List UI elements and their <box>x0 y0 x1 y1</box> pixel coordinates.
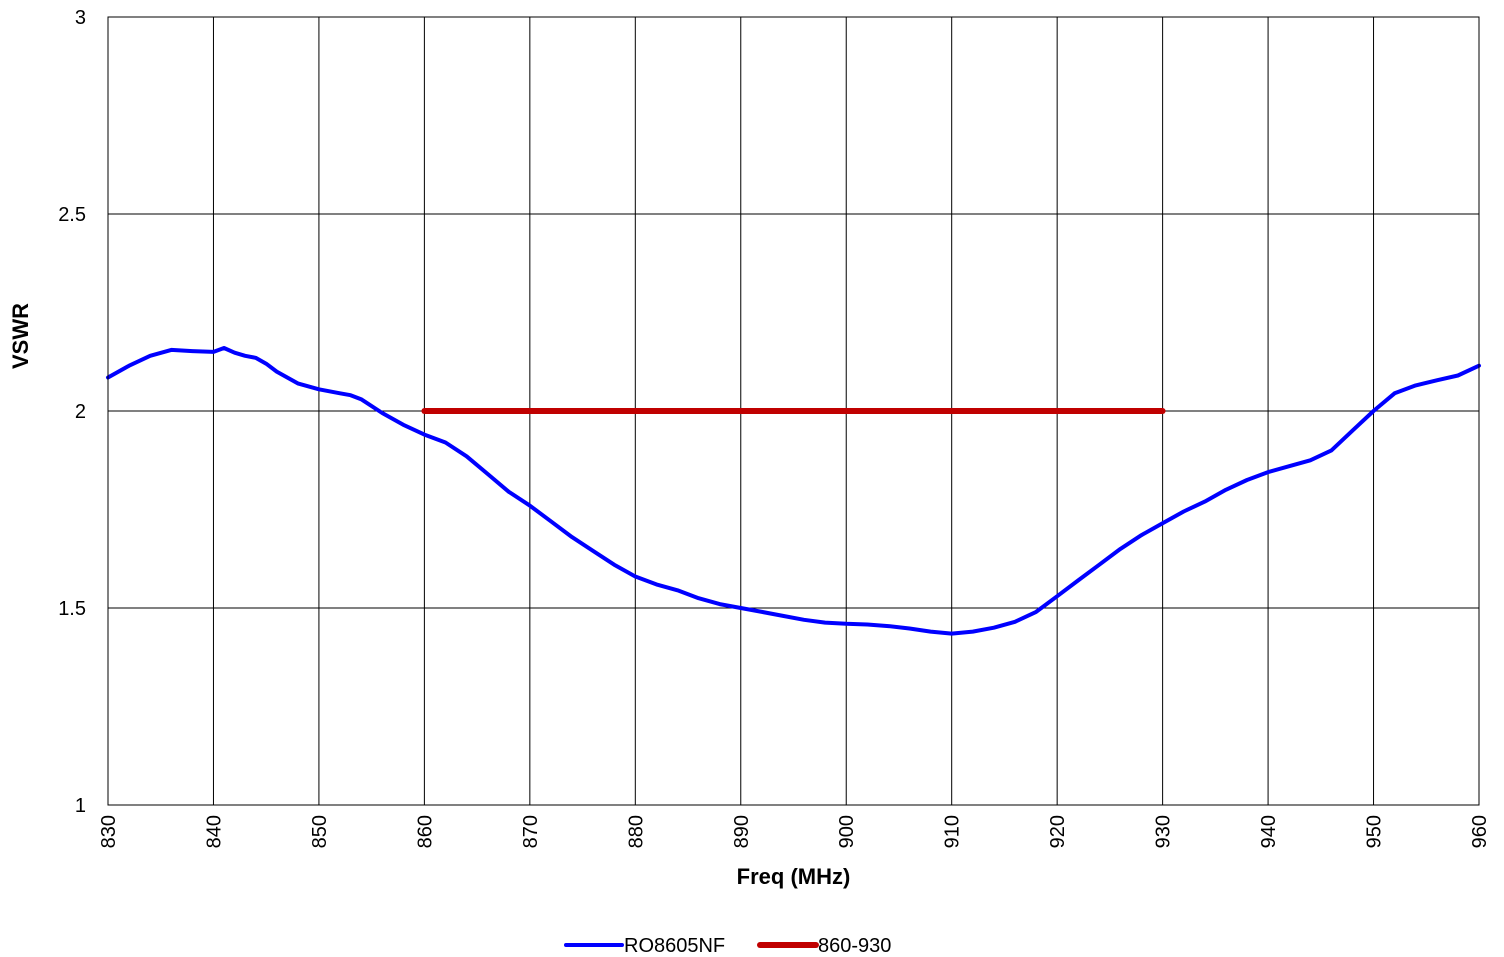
x-tick-label: 930 <box>1153 815 1175 848</box>
x-tick-labels: 830 840 850 860 870 880 890 900 910 920 930 940 950 9… <box>98 815 1491 848</box>
y-tick-label: 3 <box>75 7 86 29</box>
plot-area-frame <box>107 16 1480 806</box>
legend-label-1: 860-930 <box>818 935 891 957</box>
y-tick-label: 2 <box>75 401 86 423</box>
x-tick-label: 940 <box>1258 815 1280 848</box>
legend-label-0: RO8605NF <box>624 935 725 957</box>
series-line-0 <box>106 346 1481 636</box>
x-tick-label: 960 <box>1469 815 1491 848</box>
x-tick-label: 860 <box>414 815 436 848</box>
x-tick-label: 900 <box>836 815 858 848</box>
y-tick-label: 2.5 <box>58 204 86 226</box>
y-tick-labels: 1 1.5 2 2.5 3 <box>58 7 86 817</box>
series-lines <box>106 346 1481 636</box>
x-tick-label: 910 <box>942 815 964 848</box>
y-tick-label: 1 <box>75 795 86 817</box>
x-tick-label: 830 <box>98 815 120 848</box>
x-tick-label: 850 <box>309 815 331 848</box>
x-axis-title: Freq (MHz) <box>737 864 851 889</box>
y-tick-label: 1.5 <box>58 598 86 620</box>
y-axis-title: VSWR <box>8 303 33 369</box>
x-tick-label: 950 <box>1364 815 1386 848</box>
x-tick-label: 870 <box>520 815 542 848</box>
x-tick-label: 880 <box>625 815 647 848</box>
x-tick-label: 890 <box>731 815 753 848</box>
legend: RO8605NF 860-930 <box>564 935 891 957</box>
x-tick-label: 840 <box>203 815 225 848</box>
x-tick-label: 920 <box>1047 815 1069 848</box>
